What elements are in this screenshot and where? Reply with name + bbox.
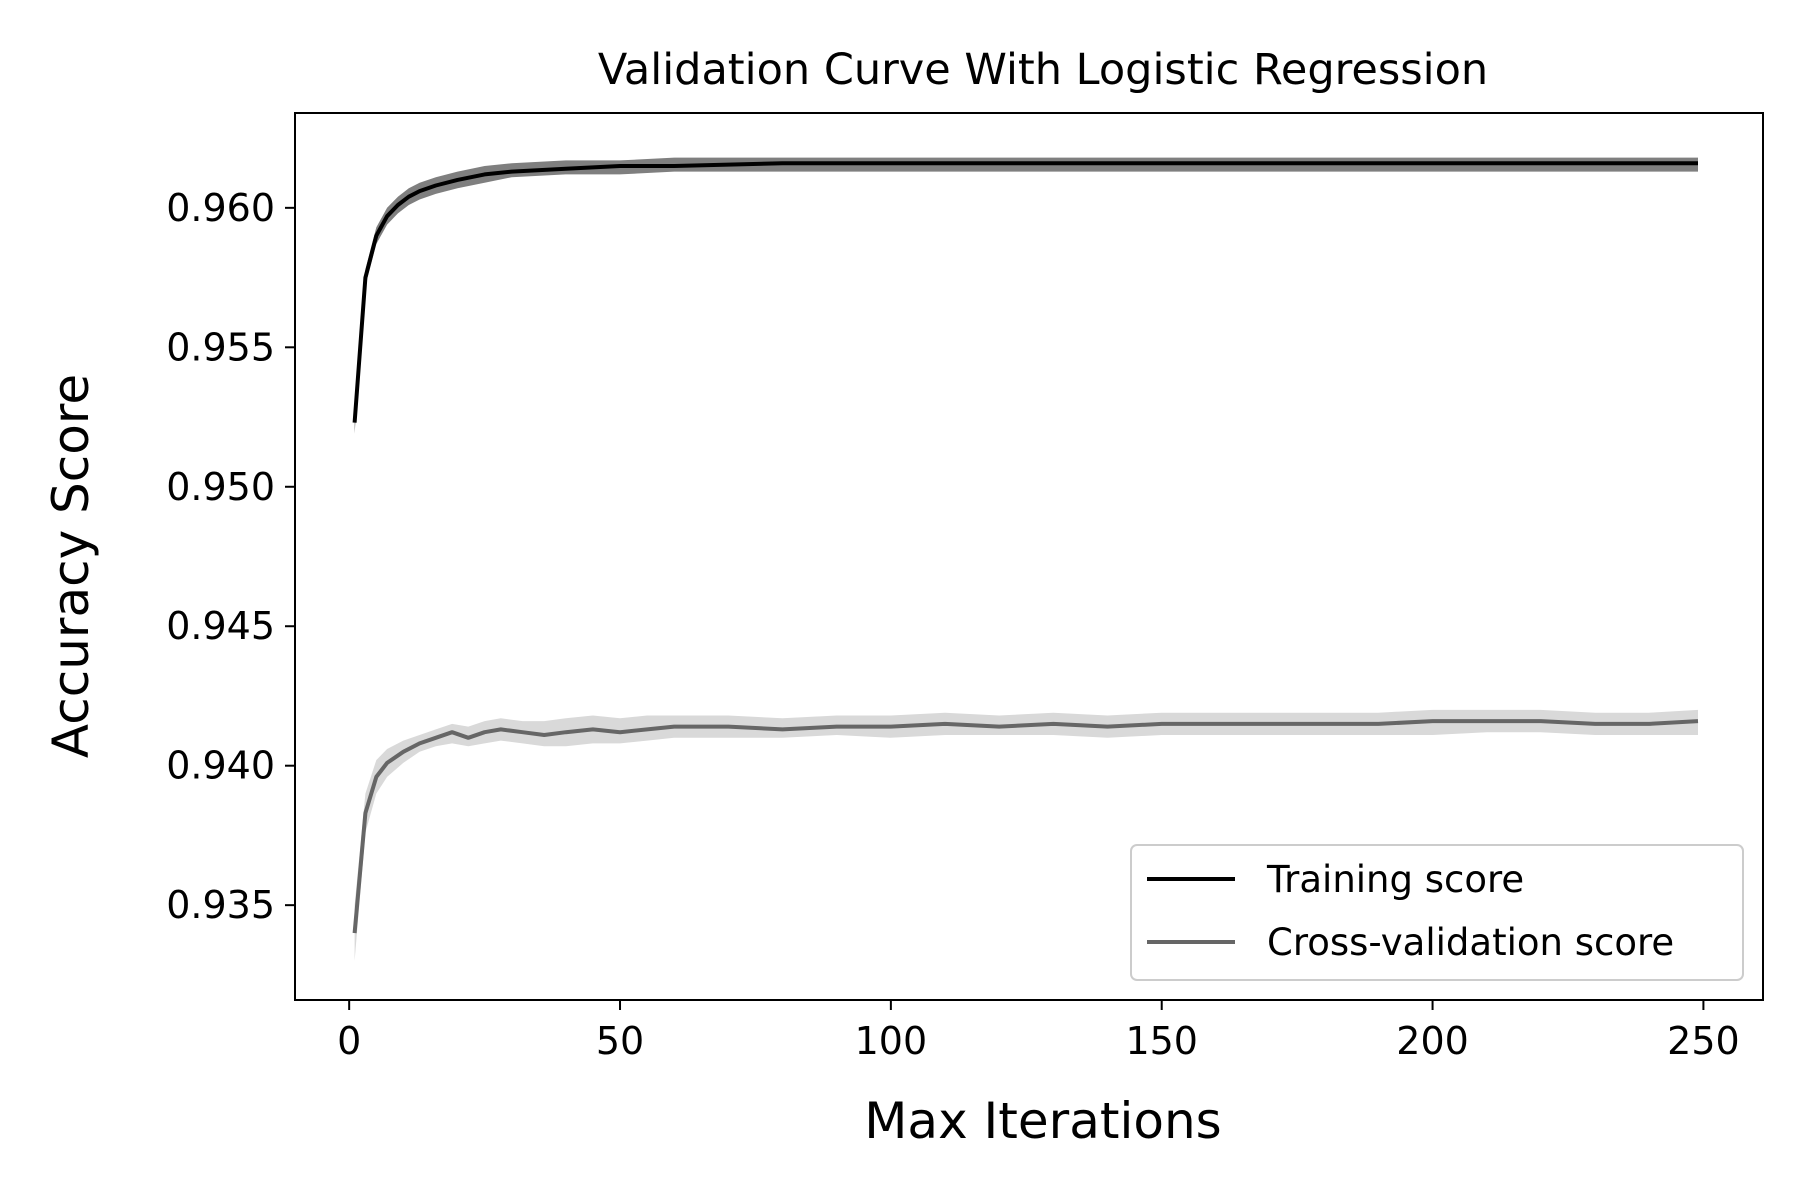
x-tick-label: 250 [1667, 1019, 1740, 1063]
x-tick-label: 50 [596, 1019, 644, 1063]
legend-label-0: Training score [1266, 858, 1524, 901]
legend-label-1: Cross-validation score [1267, 921, 1674, 964]
legend-box [1130, 844, 1744, 981]
y-axis-label: Accuracy Score [42, 374, 100, 758]
x-tick-label: 0 [337, 1019, 361, 1063]
y-tick-label: 0.945 [166, 604, 275, 648]
series-1-band [354, 709, 1699, 961]
legend: Training score Cross-validation score [1130, 844, 1744, 981]
y-tick-label: 0.935 [166, 883, 275, 927]
y-tick-label: 0.955 [166, 325, 275, 369]
x-tick-label: 150 [1125, 1019, 1198, 1063]
y-tick-label: 0.940 [166, 744, 275, 788]
plot-area [352, 157, 1699, 961]
y-tick-label: 0.950 [166, 465, 275, 509]
axes-frame [294, 112, 1764, 1001]
x-tick-label: 200 [1396, 1019, 1469, 1063]
axes: 0 50 100 150 200 250 0.935 0.940 0.945 0.950 0.955… [166, 112, 1764, 1063]
y-tick-label: 0.960 [166, 186, 275, 230]
chart-title: Validation Curve With Logistic Regressio… [598, 45, 1488, 95]
x-tick-label: 100 [855, 1019, 928, 1063]
x-axis-label: Max Iterations [864, 1092, 1221, 1150]
